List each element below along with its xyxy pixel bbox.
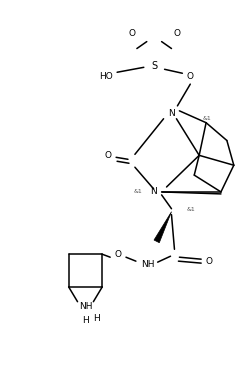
Text: NH: NH <box>79 302 92 311</box>
Text: &1: &1 <box>187 207 196 212</box>
Text: O: O <box>105 151 112 160</box>
Text: &1: &1 <box>203 116 211 121</box>
Text: HO: HO <box>99 72 113 81</box>
Text: S: S <box>152 61 158 71</box>
Polygon shape <box>154 212 172 243</box>
Text: O: O <box>115 250 121 259</box>
Text: N: N <box>150 187 157 196</box>
Text: N: N <box>168 109 175 118</box>
Text: H: H <box>82 316 89 325</box>
Text: O: O <box>129 29 135 38</box>
Text: O: O <box>206 257 213 266</box>
Text: H: H <box>93 314 100 323</box>
Text: &1: &1 <box>134 190 142 194</box>
Text: NH: NH <box>141 260 154 269</box>
Text: O: O <box>187 72 194 81</box>
Text: O: O <box>174 29 181 38</box>
